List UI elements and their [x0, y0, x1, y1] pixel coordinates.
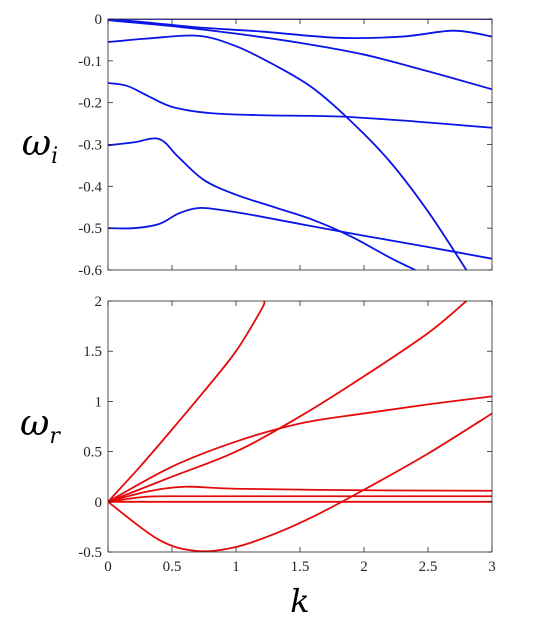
x-tick-label: 2.5	[419, 559, 438, 575]
x-tick-label: 2	[360, 559, 368, 575]
x-tick-label: 0.5	[163, 559, 182, 575]
series-line-2	[108, 19, 492, 40]
axes-box	[107, 300, 493, 553]
series-line-5	[108, 82, 492, 129]
series-line-4	[108, 412, 492, 552]
series-line-6	[108, 495, 492, 503]
x-tick-label: 1.5	[291, 559, 310, 575]
x-tick-label: 0	[104, 559, 112, 575]
series-group	[108, 301, 492, 552]
x-axis-label: k	[290, 582, 309, 620]
x-tick-label: 1	[232, 559, 240, 575]
y-tick-label: -0.5	[78, 221, 102, 237]
y-tick-label: 0	[95, 12, 103, 28]
y-axis-label: ωr	[20, 403, 61, 449]
y-tick-label: 0.5	[83, 445, 102, 461]
y-tick-label: -0.2	[78, 96, 102, 112]
y-axis-label: ωi	[22, 123, 58, 169]
y-tick-label: -0.1	[78, 54, 102, 70]
y-tick-label: -0.5	[78, 545, 102, 561]
y-tick-label: -0.6	[78, 263, 102, 279]
series-line-3	[108, 395, 492, 503]
y-tick-label: 1	[95, 394, 103, 410]
series-group	[108, 19, 492, 270]
series-line-3	[108, 19, 492, 91]
series-line-5	[108, 485, 492, 503]
growth-rate-panel: 0 -0.1 -0.2 -0.3 -0.4 -0.5 -0.6 ωi	[22, 12, 493, 279]
y-tick-label: -0.4	[78, 179, 102, 195]
y-tick-label: 1.5	[83, 344, 102, 360]
y-tick-label: -0.3	[78, 138, 102, 154]
series-line-6	[108, 137, 417, 270]
x-tick-label: 3	[488, 559, 496, 575]
series-line-7	[108, 206, 492, 260]
series-line-2	[108, 301, 468, 503]
y-tick-label: 0	[95, 495, 103, 511]
series-line-4	[108, 34, 468, 270]
y-tick-label: 2	[95, 294, 103, 310]
series-line-1	[108, 301, 266, 503]
